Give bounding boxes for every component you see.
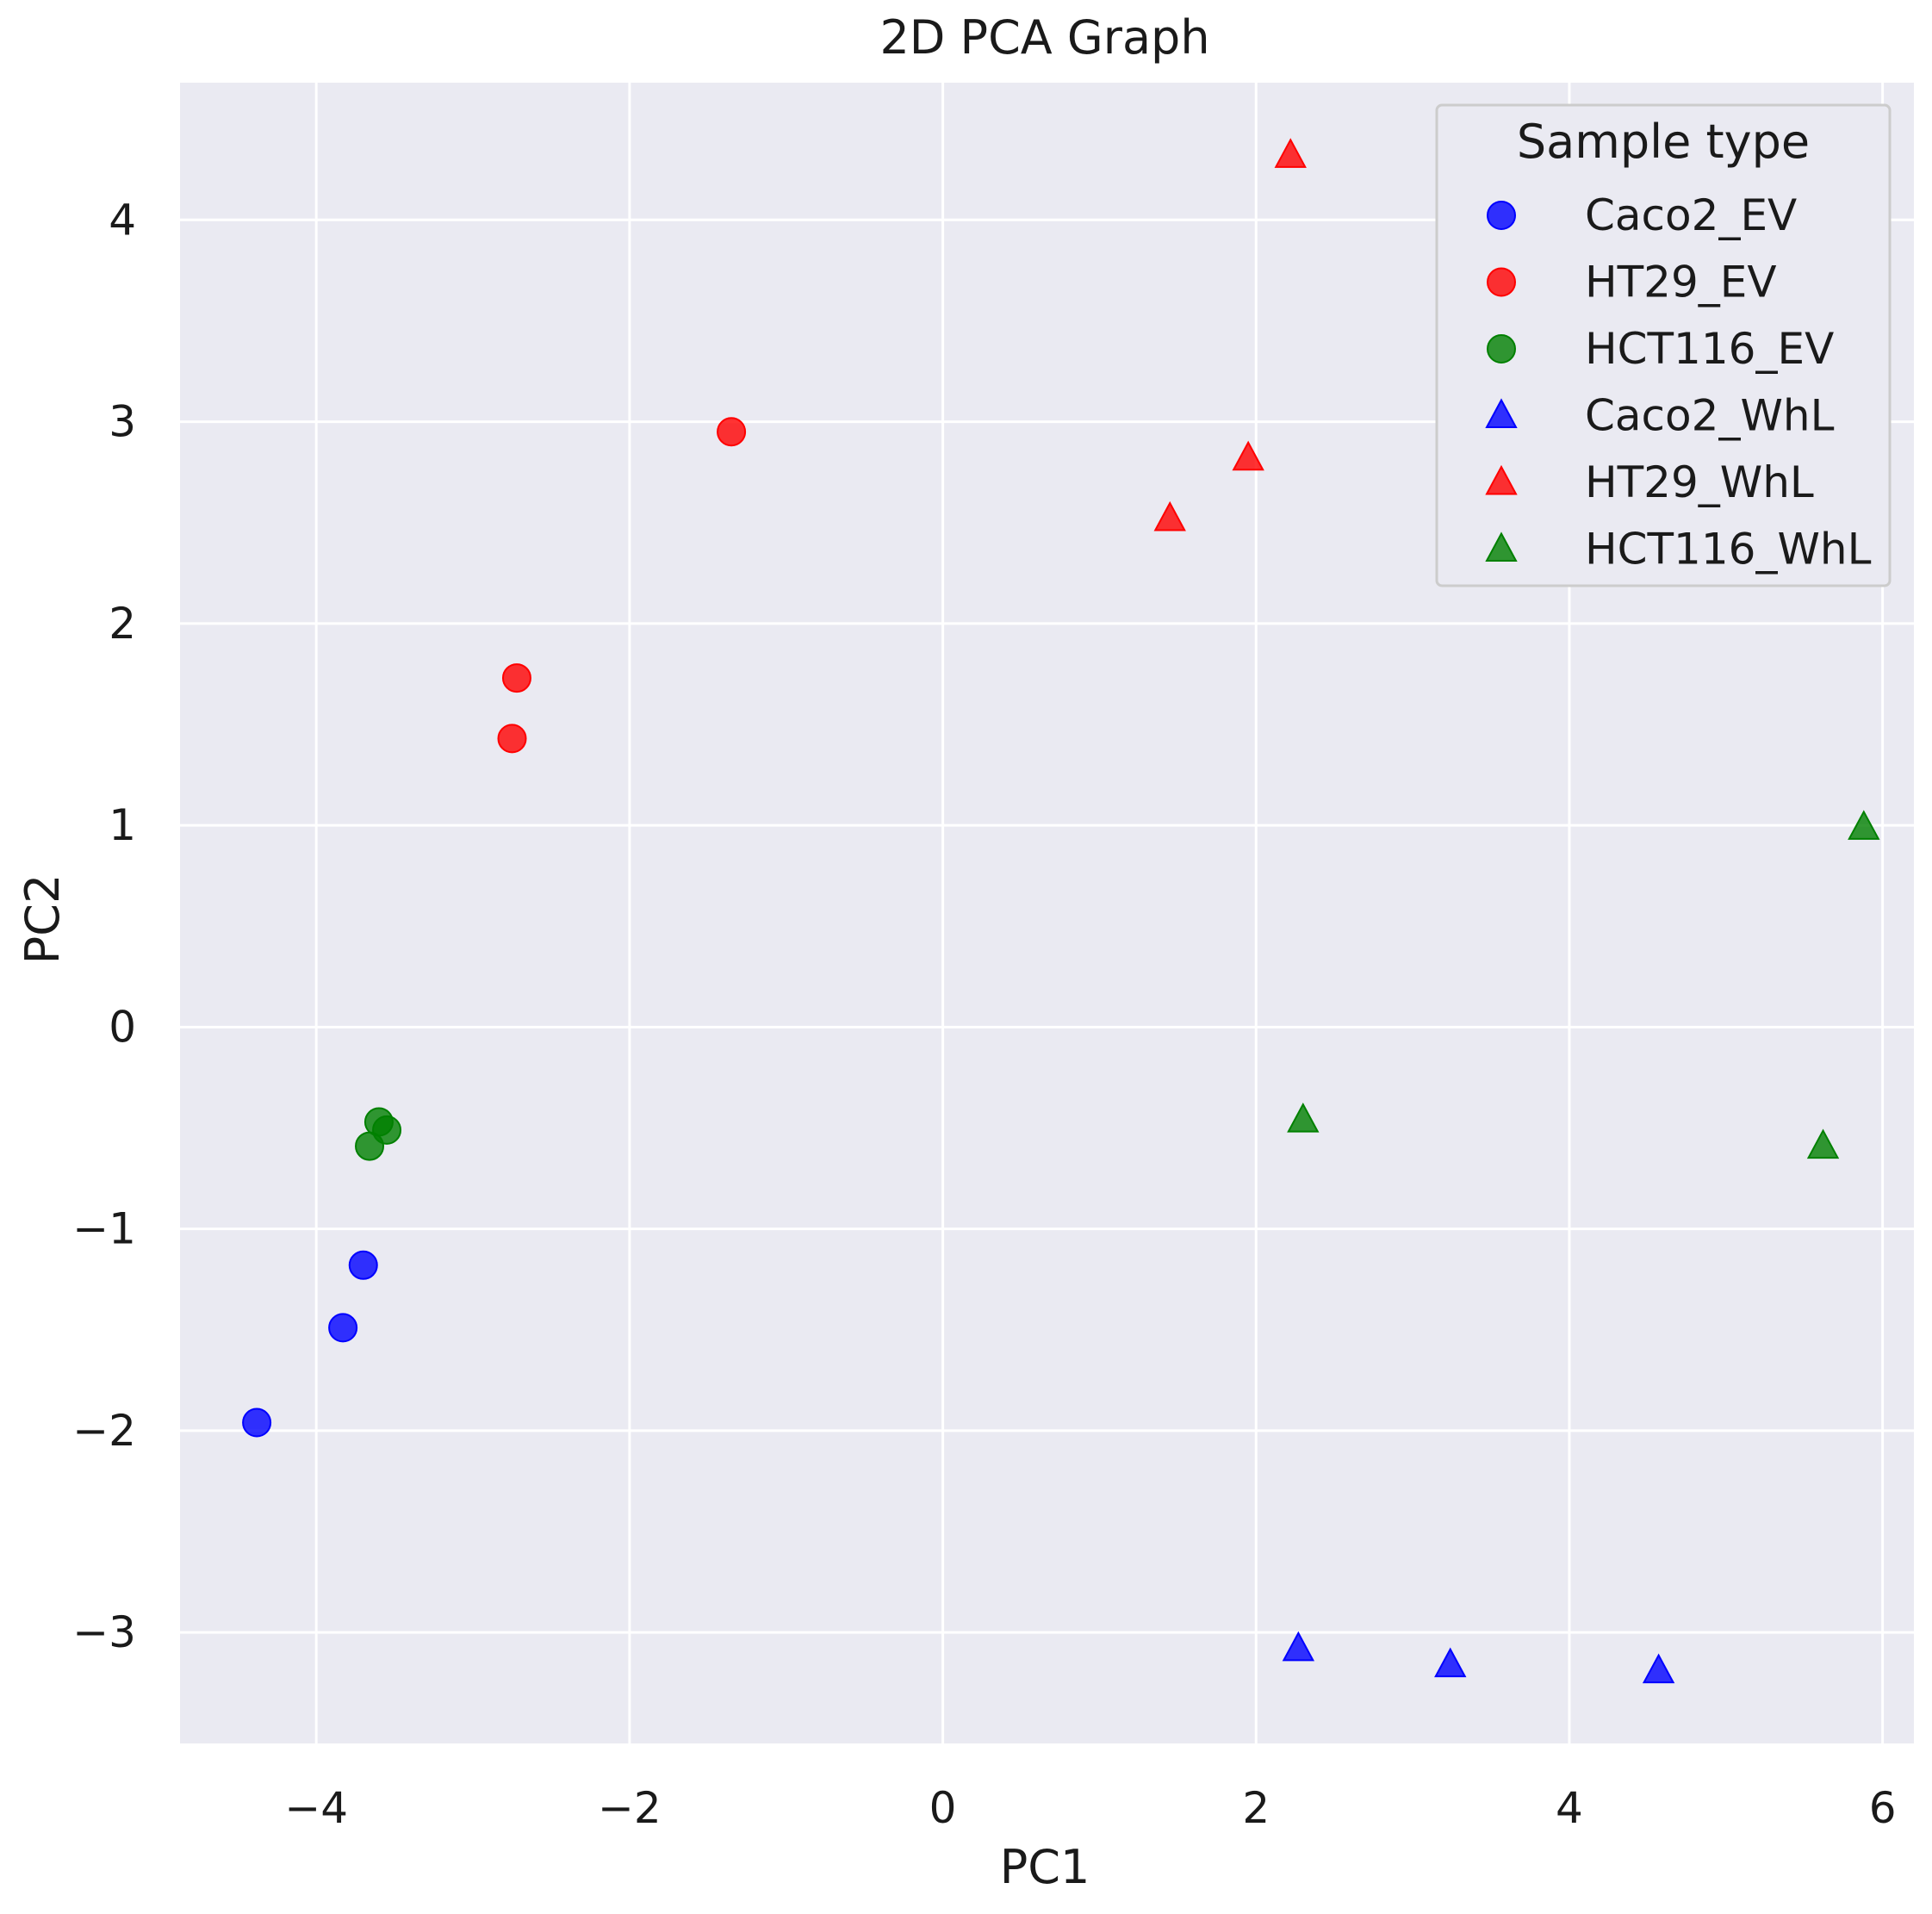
point-hct116-whl [1806,1128,1840,1159]
point-hct116-whl [1848,810,1880,840]
x-axis-label: PC1 [1000,1840,1090,1894]
legend-marker-ht29-ev [1487,267,1516,297]
legend-label-hct116-whl: HCT116_WhL [1585,525,1872,575]
legend-label-hct116-ev: HCT116_EV [1585,324,1834,374]
x-tick-label: 6 [1869,1783,1897,1833]
point-ht29-whl [1274,138,1307,168]
legend-marker-caco2-ev [1487,201,1516,230]
legend-marker-caco2-whl [1485,398,1518,428]
data-points [242,138,1880,1684]
y-axis-label: PC2 [16,874,70,965]
y-tick-labels: −3 −2 −1 0 1 2 3 4 [72,195,136,1657]
point-ht29-whl [1232,440,1264,471]
y-tick-label: 3 [109,397,136,447]
point-hct116-whl [1287,1103,1320,1133]
legend-title: Sample type [1517,115,1810,169]
point-ht29-ev [501,663,531,693]
legend-marker-hct116-whl [1485,531,1518,562]
y-tick-label: −2 [72,1406,136,1456]
legend: Sample type Caco2_EVHT29_EVHCT116_EVCaco… [1435,103,1892,587]
y-tick-label: 4 [109,195,136,245]
point-caco2-whl [1282,1631,1315,1662]
point-caco2-ev [328,1313,358,1343]
point-ht29-whl [1153,500,1186,531]
x-tick-labels: −4 −2 0 2 4 6 [284,1783,1896,1833]
point-ht29-ev [497,724,527,754]
x-tick-label: 2 [1242,1783,1270,1833]
legend-items: Caco2_EV HT29_EV HCT116_EV Caco2_WhL HT29_Wh… [1485,190,1872,575]
chart-title: 2D PCA Graph [879,10,1209,65]
y-tick-label: −1 [72,1204,136,1254]
x-tick-label: 4 [1556,1783,1583,1833]
point-caco2-whl [1642,1653,1675,1684]
point-caco2-ev [348,1250,378,1280]
point-hct116-ev [355,1131,385,1161]
x-tick-label: −2 [598,1783,662,1833]
y-tick-label: −3 [72,1607,136,1657]
gridlines [180,83,1914,1743]
point-ht29-ev [717,417,747,447]
point-caco2-ev [242,1408,272,1438]
legend-label-ht29-whl: HT29_WhL [1585,457,1814,507]
point-caco2-whl [1434,1647,1467,1678]
legend-label-caco2-ev: Caco2_EV [1585,190,1797,240]
x-tick-label: −4 [284,1783,348,1833]
legend-box [1435,103,1892,587]
legend-marker-ht29-whl [1485,464,1518,495]
legend-label-ht29-ev: HT29_EV [1585,258,1777,308]
legend-marker-hct116-ev [1487,334,1516,364]
legend-label-caco2-whl: Caco2_WhL [1585,391,1835,441]
y-tick-label: 0 [109,1002,136,1052]
y-tick-label: 1 [109,800,136,850]
x-tick-label: 0 [929,1783,957,1833]
y-tick-label: 2 [109,599,136,649]
